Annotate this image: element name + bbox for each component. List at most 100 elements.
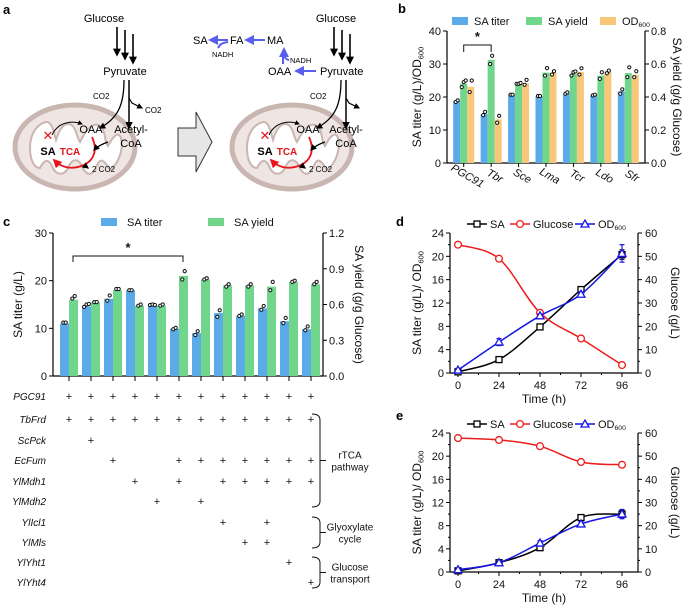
genotype-plus-mark: + [264, 476, 270, 488]
bar-sa-yield [91, 302, 100, 376]
data-point-od600 [452, 564, 464, 574]
bar-sa-yield [515, 83, 523, 163]
y-tick-label: 0 [438, 368, 444, 380]
data-point [573, 69, 578, 74]
data-point [303, 328, 308, 333]
pyruvate-label-left: Pyruvate [103, 66, 146, 78]
genotype-plus-mark: + [110, 455, 116, 467]
bar-sa-titer [60, 323, 69, 376]
bar-sa-titer [562, 93, 570, 163]
y-tick-label: 24 [432, 428, 444, 440]
genotype-plus-mark: + [132, 414, 138, 426]
pathway-diagram-original: Glucose Pyruvate CO2 CO2 OAA Acetyl- CoA… [12, 13, 162, 192]
cyto-ma-label: MA [267, 35, 284, 47]
nadh-to-sa-arrow [217, 41, 229, 49]
co2-tca-arrow [81, 162, 90, 169]
data-point [483, 109, 488, 114]
bar-sa-titer [236, 315, 245, 376]
group-label: transport [330, 575, 370, 586]
bar-sa-yield [597, 75, 605, 163]
bar-od600 [467, 86, 475, 163]
data-point [105, 298, 110, 303]
genotype-plus-mark: + [154, 496, 160, 508]
data-point [510, 92, 515, 97]
coa-label-right: CoA [335, 138, 357, 150]
bar-sa-titer [148, 305, 157, 376]
genotype-label: YlMls [22, 538, 46, 549]
y-tick-label: 12 [432, 298, 444, 310]
y2-tick-label: 20 [645, 521, 657, 533]
two-co2-label-left: 2 CO2 [92, 165, 116, 174]
legend-marker-glucose [515, 219, 525, 229]
x-tick-label: Lma [537, 166, 562, 187]
bar-sa-titer [617, 91, 625, 163]
data-point-glucose [535, 442, 545, 451]
genotype-plus-mark: + [242, 537, 248, 549]
y2-axis-label: Glucose (g/L) [668, 466, 682, 538]
significance-bracket [463, 44, 492, 52]
x-tick-label: Sfr [623, 168, 642, 186]
data-point [160, 302, 165, 307]
y2-tick-label: 0.8 [651, 26, 666, 38]
y2-tick-label: 30 [645, 498, 657, 510]
bar-sa-yield [487, 59, 495, 163]
oaa-label-right: OAA [296, 124, 320, 136]
nadh-to-ma-arrow [279, 47, 290, 61]
y-axis-label: SA titer (g/L)/ OD600 [410, 251, 425, 355]
y2-tick-label: 60 [645, 428, 657, 440]
pyruvate-to-oaa-arrow [315, 79, 342, 129]
data-point [597, 76, 602, 81]
y-tick-label: 0 [41, 371, 47, 383]
data-point [217, 308, 222, 313]
legend-swatch-sa-titer [452, 17, 468, 25]
genotype-plus-mark: + [308, 455, 314, 467]
genotype-plus-mark: + [286, 414, 292, 426]
significance-star: * [475, 29, 481, 44]
genotype-label: YlYht1 [17, 558, 46, 569]
data-point [618, 91, 623, 96]
legend-label: SA yield [548, 16, 588, 28]
genotype-plus-mark: + [242, 391, 248, 403]
bar-sa-yield [113, 290, 122, 376]
genotype-plus-mark: + [220, 455, 226, 467]
x-tick-label: Ldo [593, 167, 615, 187]
data-point-sa [495, 355, 503, 364]
legend-label: SA [490, 219, 505, 231]
legend-swatch-sa-yield [208, 218, 224, 226]
panel-d-chart: d SA Glucose OD600048121620240102030405060… [396, 214, 682, 406]
legend-label: SA titer [127, 217, 163, 229]
y2-tick-label: 50 [645, 451, 657, 463]
legend-label: Glucose [533, 219, 573, 231]
x-tick-label: Tcr [567, 167, 587, 185]
x-tick-label: PGC91 [449, 162, 486, 190]
data-point [72, 294, 77, 299]
two-co2-label-right: 2 CO2 [309, 165, 333, 174]
bar-sa-yield [157, 305, 166, 376]
sa-to-oaa-arrow [51, 120, 83, 136]
cyto-oaa-label: OAA [268, 66, 292, 78]
data-point [239, 312, 244, 317]
y-tick-label: 16 [432, 275, 444, 287]
y2-tick-label: 10 [645, 345, 657, 357]
tca-label-right: TCA [277, 147, 298, 158]
significance-star: * [125, 240, 131, 255]
data-point [107, 293, 112, 298]
cyto-fa-label: FA [230, 35, 244, 47]
genotype-label: ScPck [18, 436, 47, 447]
data-point-sa [536, 323, 544, 331]
oaa-label-left: OAA [79, 124, 103, 136]
data-point [599, 70, 604, 75]
x-tick-label: 72 [575, 380, 587, 392]
data-point [224, 284, 229, 289]
y-tick-label: 30 [35, 228, 47, 240]
data-point [565, 90, 570, 95]
panel-e-chart: e SA Glucose OD600048121620240102030405060… [396, 408, 682, 605]
bar-sa-yield [135, 305, 144, 376]
y2-tick-label: 50 [645, 251, 657, 263]
genotype-plus-mark: + [198, 414, 204, 426]
legend-label: SA [490, 419, 505, 431]
data-point [604, 71, 609, 76]
y2-tick-label: 40 [645, 275, 657, 287]
data-point [459, 85, 464, 90]
bar-sa-titer [192, 333, 201, 376]
